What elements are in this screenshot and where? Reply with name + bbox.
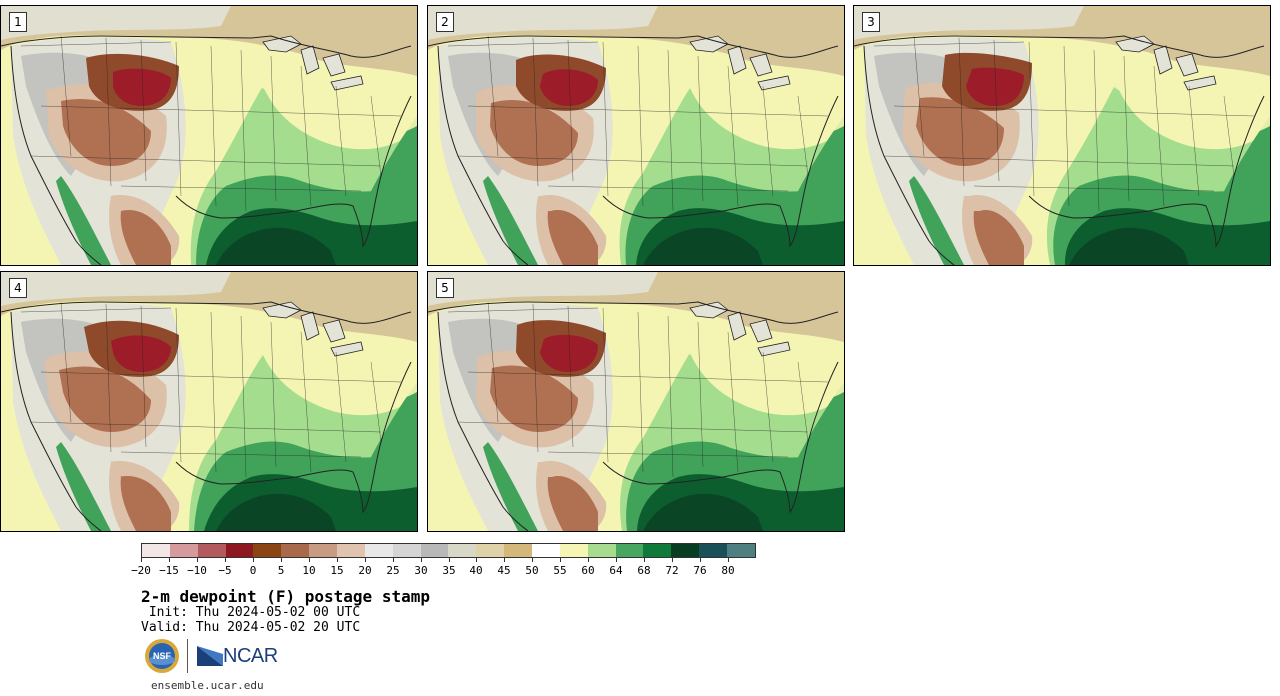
colorbar-tick xyxy=(616,558,617,562)
ncar-wordmark: NCAR xyxy=(223,644,278,667)
colorbar-swatch xyxy=(364,544,393,557)
colorbar-tick-label: 25 xyxy=(386,564,400,577)
colorbar-swatch xyxy=(309,544,338,557)
dewpoint-colorbar xyxy=(141,543,756,558)
colorbar-swatch xyxy=(448,544,477,557)
colorbar-tick xyxy=(588,558,589,562)
colorbar-tick xyxy=(476,558,477,562)
colorbar-tick-label: 68 xyxy=(637,564,651,577)
colorbar-tick xyxy=(141,558,142,562)
init-time: Init: Thu 2024-05-02 00 UTC xyxy=(141,605,361,620)
colorbar-tick xyxy=(532,558,533,562)
colorbar-tick-label: −5 xyxy=(218,564,232,577)
ncar-logo: NCAR xyxy=(197,645,278,668)
dewpoint-map-5 xyxy=(428,272,844,531)
colorbar-swatch xyxy=(169,544,198,557)
member-label: 1 xyxy=(9,12,27,32)
dewpoint-map-2 xyxy=(428,6,844,265)
nsf-logo: NSF xyxy=(145,639,179,673)
colorbar-swatch xyxy=(253,544,282,557)
colorbar-swatch xyxy=(392,544,421,557)
dewpoint-map-3 xyxy=(854,6,1270,265)
colorbar-tick-label: 76 xyxy=(693,564,707,577)
site-url: ensemble.ucar.edu xyxy=(151,679,264,692)
valid-time: Valid: Thu 2024-05-02 20 UTC xyxy=(141,620,361,635)
colorbar-swatch xyxy=(420,544,449,557)
member-panel-4: 4 xyxy=(0,271,418,532)
colorbar-swatch xyxy=(615,544,644,557)
colorbar-tick-label: −20 xyxy=(131,564,151,577)
logo-divider xyxy=(187,639,188,673)
svg-text:NSF: NSF xyxy=(153,651,172,661)
colorbar-tick-label: 72 xyxy=(665,564,679,577)
colorbar-tick xyxy=(700,558,701,562)
colorbar-swatch xyxy=(671,544,700,557)
colorbar-tick-label: 10 xyxy=(302,564,316,577)
colorbar-swatch xyxy=(476,544,505,557)
colorbar-tick xyxy=(728,558,729,562)
colorbar-tick-label: 50 xyxy=(525,564,539,577)
colorbar-tick xyxy=(365,558,366,562)
colorbar-tick xyxy=(560,558,561,562)
colorbar-tick-label: −15 xyxy=(159,564,179,577)
colorbar-swatch xyxy=(142,544,170,557)
colorbar-swatch xyxy=(281,544,310,557)
colorbar-tick xyxy=(644,558,645,562)
dewpoint-map-4 xyxy=(1,272,417,531)
member-panel-2: 2 xyxy=(427,5,845,266)
colorbar-tick-label: 40 xyxy=(469,564,483,577)
colorbar-swatch xyxy=(532,544,560,557)
logo-bar: NSF NCAR xyxy=(144,637,278,675)
colorbar-swatch xyxy=(699,544,728,557)
figure-title: 2-m dewpoint (F) postage stamp xyxy=(141,587,430,606)
colorbar-tick-label: 0 xyxy=(249,564,257,577)
dewpoint-map-1 xyxy=(1,6,417,265)
colorbar-tick-label: 60 xyxy=(581,564,595,577)
member-label: 5 xyxy=(436,278,454,298)
colorbar-tick-label: 64 xyxy=(609,564,623,577)
colorbar-swatch xyxy=(559,544,588,557)
colorbar-tick xyxy=(309,558,310,562)
colorbar-tick-label: 15 xyxy=(330,564,344,577)
colorbar-tick xyxy=(253,558,254,562)
member-panel-1: 1 xyxy=(0,5,418,266)
colorbar-swatch xyxy=(643,544,672,557)
colorbar-tick-label: 5 xyxy=(277,564,285,577)
member-label: 4 xyxy=(9,278,27,298)
colorbar-tick xyxy=(504,558,505,562)
colorbar-tick-label: −10 xyxy=(187,564,207,577)
colorbar-tick xyxy=(281,558,282,562)
colorbar-tick-labels: −20 −15 −10 −5 0 5 10 15 20 25 30 35 40 45 50 55 60 64 68 7… xyxy=(131,558,756,578)
colorbar-swatch xyxy=(337,544,365,557)
colorbar-tick xyxy=(337,558,338,562)
colorbar-swatch xyxy=(197,544,226,557)
colorbar-tick xyxy=(197,558,198,562)
ncar-wedge-icon xyxy=(197,646,223,666)
colorbar-tick-label: 30 xyxy=(414,564,428,577)
colorbar-tick xyxy=(421,558,422,562)
colorbar-tick-label: 55 xyxy=(553,564,567,577)
member-panel-3: 3 xyxy=(853,5,1271,266)
member-label: 2 xyxy=(436,12,454,32)
colorbar-tick xyxy=(449,558,450,562)
colorbar-swatch xyxy=(225,544,254,557)
colorbar-tick-label: 80 xyxy=(721,564,735,577)
colorbar-tick xyxy=(169,558,170,562)
member-panel-5: 5 xyxy=(427,271,845,532)
colorbar-swatch xyxy=(504,544,533,557)
colorbar-tick-label: 45 xyxy=(497,564,511,577)
colorbar-tick xyxy=(225,558,226,562)
colorbar-swatch xyxy=(727,544,755,557)
colorbar-tick xyxy=(672,558,673,562)
member-label: 3 xyxy=(862,12,880,32)
colorbar-swatch xyxy=(587,544,616,557)
colorbar-tick-label: 20 xyxy=(358,564,372,577)
colorbar-tick xyxy=(393,558,394,562)
colorbar-tick-label: 35 xyxy=(442,564,456,577)
